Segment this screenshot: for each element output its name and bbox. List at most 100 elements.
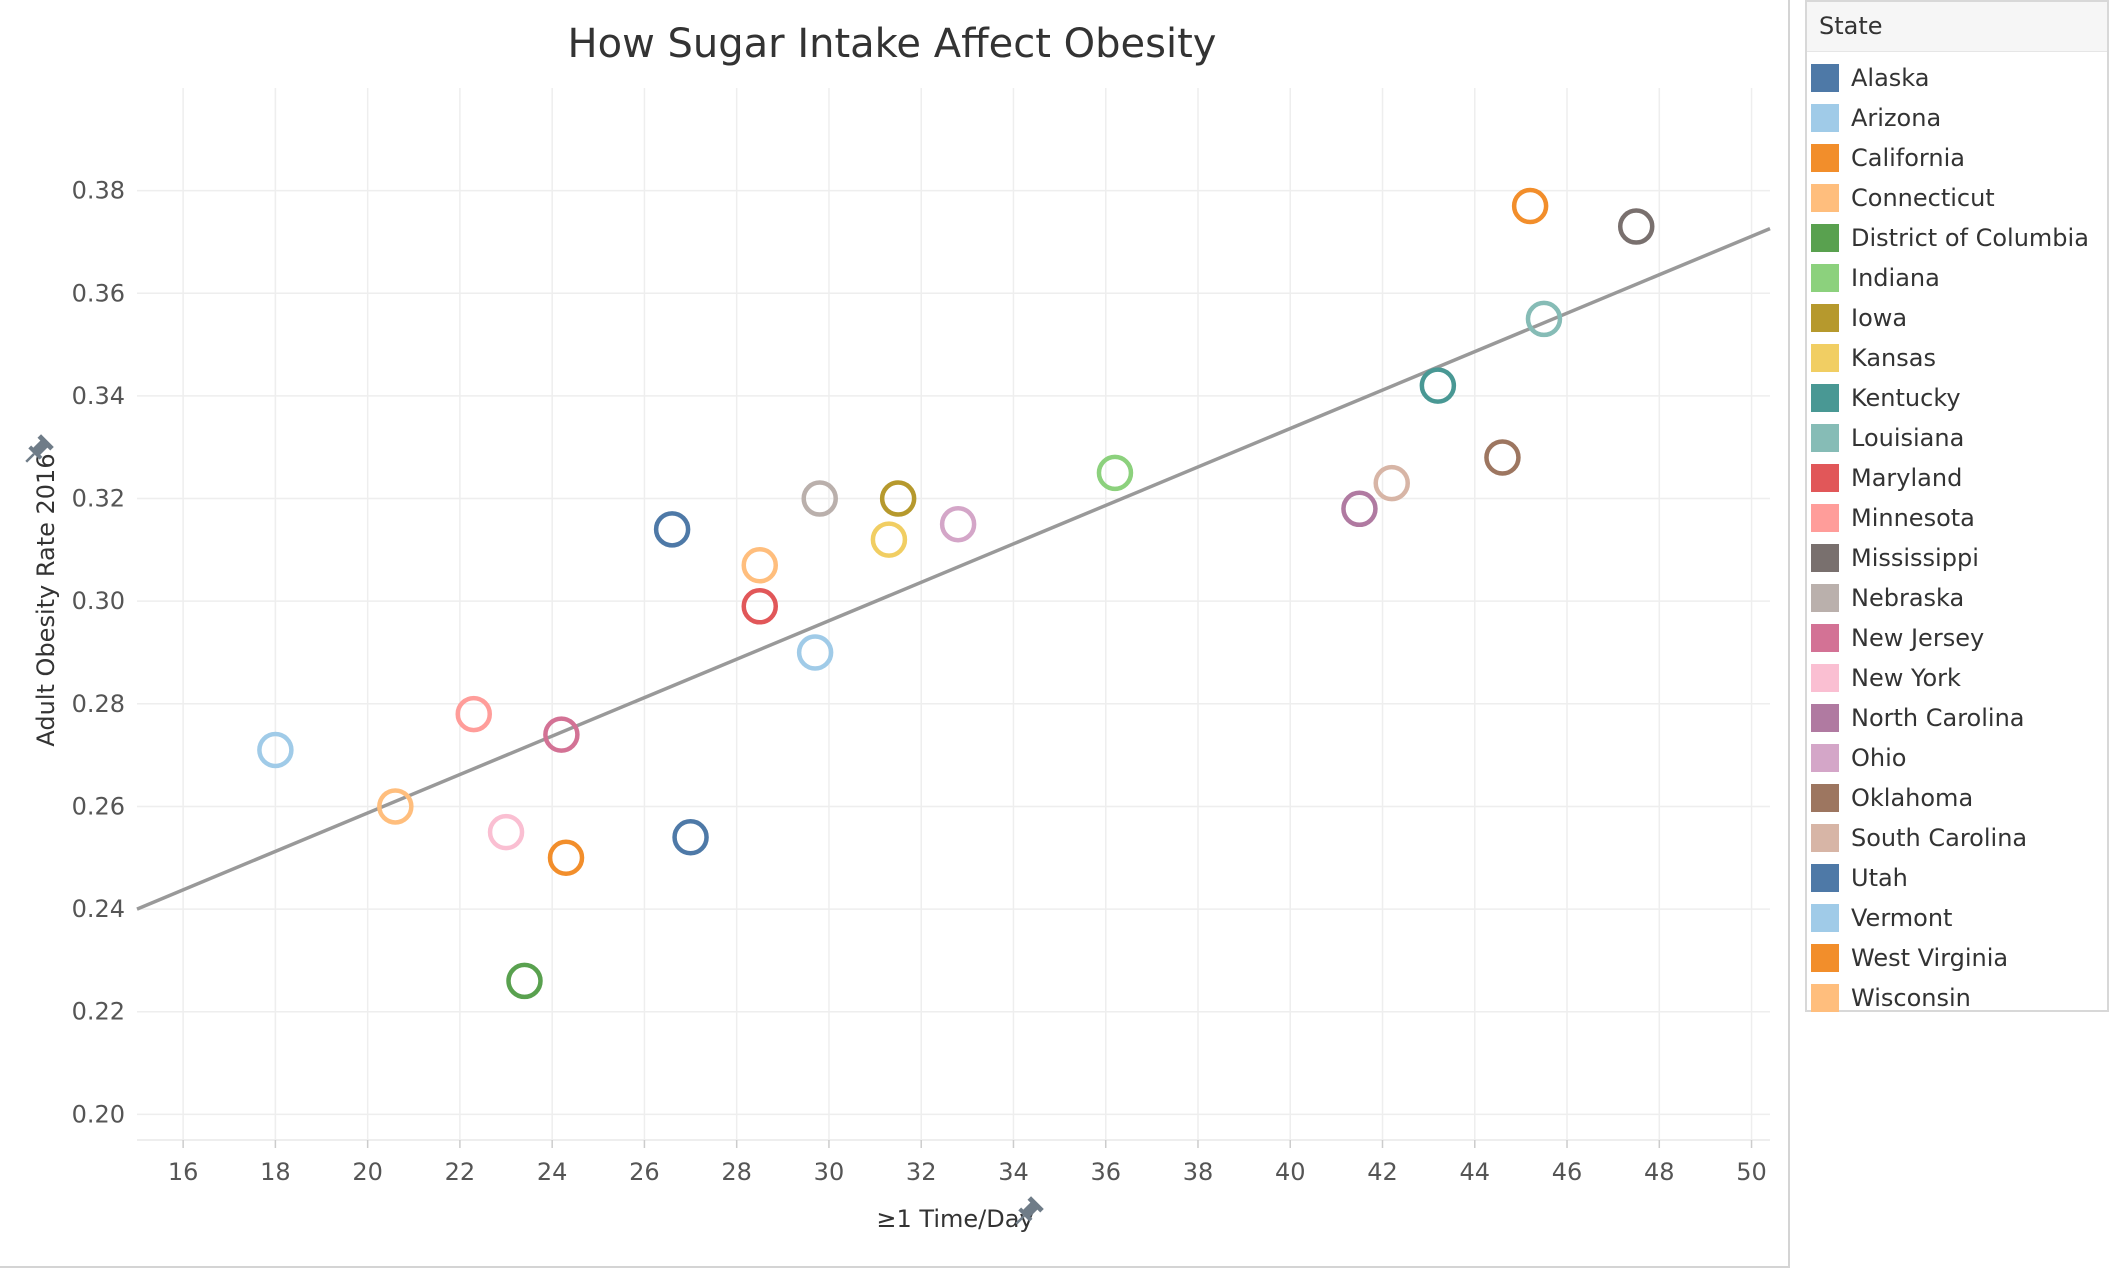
point-minnesota[interactable]	[455, 695, 492, 733]
legend-swatch	[1811, 904, 1839, 932]
y-tick-label: 0.24	[72, 895, 125, 923]
point-new-jersey[interactable]	[543, 716, 580, 753]
point-wisconsin[interactable]	[377, 788, 414, 825]
x-tick-label: 46	[1552, 1158, 1583, 1186]
legend-item-south-carolina[interactable]: South Carolina	[1807, 818, 2107, 858]
legend-label: Connecticut	[1851, 184, 1995, 212]
point-north-carolina[interactable]	[1341, 490, 1378, 528]
legend-item-iowa[interactable]: Iowa	[1807, 298, 2107, 338]
legend-item-indiana[interactable]: Indiana	[1807, 258, 2107, 298]
legend-swatch	[1811, 304, 1839, 332]
x-tick-label: 40	[1275, 1158, 1306, 1186]
point-kentucky[interactable]	[1419, 367, 1457, 404]
point-new-york[interactable]	[487, 813, 525, 851]
point-indiana[interactable]	[1096, 454, 1134, 492]
legend-label: Maryland	[1851, 464, 1963, 492]
legend-item-kansas[interactable]: Kansas	[1807, 338, 2107, 378]
legend-swatch	[1811, 344, 1839, 372]
legend-swatch	[1811, 864, 1839, 892]
legend-swatch	[1811, 624, 1839, 652]
x-tick-label: 30	[814, 1158, 845, 1186]
point-maryland[interactable]	[741, 588, 779, 625]
point-iowa[interactable]	[879, 480, 917, 517]
legend-item-district-of-columbia[interactable]: District of Columbia	[1807, 218, 2107, 258]
y-tick-label: 0.26	[72, 792, 125, 820]
legend-item-north-carolina[interactable]: North Carolina	[1807, 698, 2107, 738]
legend-label: South Carolina	[1851, 824, 2028, 852]
legend-item-oklahoma[interactable]: Oklahoma	[1807, 778, 2107, 818]
legend-item-maryland[interactable]: Maryland	[1807, 458, 2107, 498]
legend-swatch	[1811, 504, 1839, 532]
legend-swatch	[1811, 64, 1839, 92]
x-tick-label: 44	[1459, 1158, 1490, 1186]
legend-item-minnesota[interactable]: Minnesota	[1807, 498, 2107, 538]
legend-label: Nebraska	[1851, 584, 1965, 612]
legend-swatch	[1811, 264, 1839, 292]
legend-label: Ohio	[1851, 744, 1907, 772]
data-points	[257, 187, 1655, 1000]
y-axis-title-group: Adult Obesity Rate 2016	[20, 434, 60, 747]
legend-label: California	[1851, 144, 1965, 172]
point-california[interactable]	[1511, 187, 1549, 225]
legend-item-kentucky[interactable]: Kentucky	[1807, 378, 2107, 418]
legend-swatch	[1811, 744, 1839, 772]
point-alaska[interactable]	[653, 511, 691, 548]
y-tick-label: 0.22	[72, 998, 125, 1026]
legend-item-ohio[interactable]: Ohio	[1807, 738, 2107, 778]
point-utah[interactable]	[672, 818, 709, 856]
x-tick-label: 24	[537, 1158, 568, 1186]
legend-item-mississippi[interactable]: Mississippi	[1807, 538, 2107, 578]
plot-area	[137, 88, 1770, 1141]
legend-item-west-virginia[interactable]: West Virginia	[1807, 938, 2107, 978]
legend-item-louisiana[interactable]: Louisiana	[1807, 418, 2107, 458]
legend-item-wisconsin[interactable]: Wisconsin	[1807, 978, 2107, 1018]
legend-swatch	[1811, 144, 1839, 172]
x-tick-label: 20	[352, 1158, 383, 1186]
legend-label: Wisconsin	[1851, 984, 1971, 1012]
legend-item-new-york[interactable]: New York	[1807, 658, 2107, 698]
x-axis-ticks: 16 18 20 22 24 26 28 30 32 34 36 38 40 42 44 46 48 50	[168, 1140, 1767, 1186]
legend-item-arizona[interactable]: Arizona	[1807, 98, 2107, 138]
legend-swatch	[1811, 464, 1839, 492]
point-west-virginia[interactable]	[547, 839, 585, 877]
y-axis-title: Adult Obesity Rate 2016	[32, 453, 60, 746]
legend-label: Vermont	[1851, 904, 1953, 932]
legend-item-alaska[interactable]: Alaska	[1807, 58, 2107, 98]
point-arizona[interactable]	[796, 634, 834, 671]
x-axis-title: ≥1 Time/Day	[876, 1205, 1033, 1233]
legend-swatch	[1811, 424, 1839, 452]
legend-swatch	[1811, 784, 1839, 812]
legend-item-utah[interactable]: Utah	[1807, 858, 2107, 898]
legend-label: Oklahoma	[1851, 784, 1974, 812]
legend-swatch	[1811, 184, 1839, 212]
legend-label: Indiana	[1851, 264, 1940, 292]
point-nebraska[interactable]	[801, 480, 838, 517]
point-mississippi[interactable]	[1617, 208, 1655, 245]
legend-item-new-jersey[interactable]: New Jersey	[1807, 618, 2107, 658]
point-oklahoma[interactable]	[1484, 439, 1521, 476]
point-connecticut[interactable]	[741, 546, 779, 584]
legend-label: Kansas	[1851, 344, 1936, 372]
point-kansas[interactable]	[870, 521, 908, 558]
y-tick-label: 0.32	[72, 485, 125, 513]
x-gridlines	[182, 88, 1753, 1140]
legend-swatch	[1811, 584, 1839, 612]
x-axis-pin-icon[interactable]	[1010, 1196, 1044, 1230]
legend-item-california[interactable]: California	[1807, 138, 2107, 178]
legend-item-connecticut[interactable]: Connecticut	[1807, 178, 2107, 218]
scatter-chart: How Sugar Intake Affect Obesity 0.20 0.22…	[20, 21, 1771, 1233]
point-district-of-columbia[interactable]	[506, 962, 543, 1000]
legend-item-nebraska[interactable]: Nebraska	[1807, 578, 2107, 618]
legend-label: Kentucky	[1851, 384, 1961, 412]
point-south-carolina[interactable]	[1373, 464, 1410, 502]
legend-swatch	[1811, 104, 1839, 132]
point-louisiana[interactable]	[1525, 300, 1563, 338]
legend-label: Louisiana	[1851, 424, 1965, 452]
y-axis-pin-icon[interactable]	[20, 434, 54, 468]
x-tick-label: 50	[1736, 1158, 1767, 1186]
point-vermont[interactable]	[257, 731, 294, 769]
x-axis-title-group: ≥1 Time/Day	[876, 1196, 1044, 1233]
legend-item-vermont[interactable]: Vermont	[1807, 898, 2107, 938]
point-ohio[interactable]	[939, 505, 977, 543]
legend-swatch	[1811, 664, 1839, 692]
